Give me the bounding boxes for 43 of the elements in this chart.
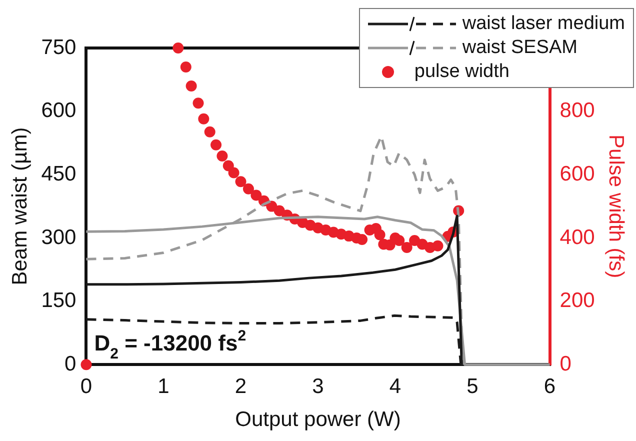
point <box>216 150 228 162</box>
y-tick-label: 450 <box>41 162 76 186</box>
x-tick-label: 6 <box>544 374 556 398</box>
x-tick-label: 0 <box>80 374 92 398</box>
y-axis-title: Beam waist (µm) <box>8 127 32 286</box>
y2-tick-label: 0 <box>560 352 572 376</box>
legend-label: waist SESAM <box>462 36 578 60</box>
x-tick-label: 4 <box>389 374 402 398</box>
y2-tick-label: 400 <box>560 226 595 249</box>
point <box>374 229 386 240</box>
x-tick-label: 2 <box>234 374 247 398</box>
point <box>356 234 368 246</box>
x-axis-title: Output power (W) <box>235 408 401 432</box>
point <box>274 205 285 216</box>
point <box>192 98 204 109</box>
y2-axis-title: Pulse width (fs) <box>604 134 628 278</box>
point <box>401 242 412 253</box>
y2-tick-label: 600 <box>560 162 595 186</box>
y2-tick-label: 200 <box>560 289 595 312</box>
y-tick-label: 750 <box>41 36 76 59</box>
point <box>242 183 254 194</box>
point <box>80 359 92 370</box>
x-tick-label: 3 <box>312 374 324 398</box>
y-tick-label: 150 <box>41 289 76 312</box>
point <box>180 61 192 72</box>
y-tick-label: 300 <box>41 226 76 249</box>
point <box>394 234 405 246</box>
y-tick-label: 600 <box>41 99 76 122</box>
legend-label: waist laser medium <box>462 12 625 36</box>
x-tick-label: 5 <box>466 374 478 398</box>
y-tick-label: 0 <box>64 352 76 376</box>
point <box>210 139 222 150</box>
point <box>204 126 216 138</box>
point <box>172 42 184 54</box>
point <box>228 167 240 178</box>
x-tick-label: 1 <box>158 374 170 398</box>
point <box>432 240 444 252</box>
y2-tick-label: 800 <box>560 99 595 122</box>
point <box>250 190 262 201</box>
point <box>235 176 246 188</box>
point <box>198 113 210 124</box>
legend-label: pulse width <box>414 60 510 84</box>
point <box>186 80 197 92</box>
